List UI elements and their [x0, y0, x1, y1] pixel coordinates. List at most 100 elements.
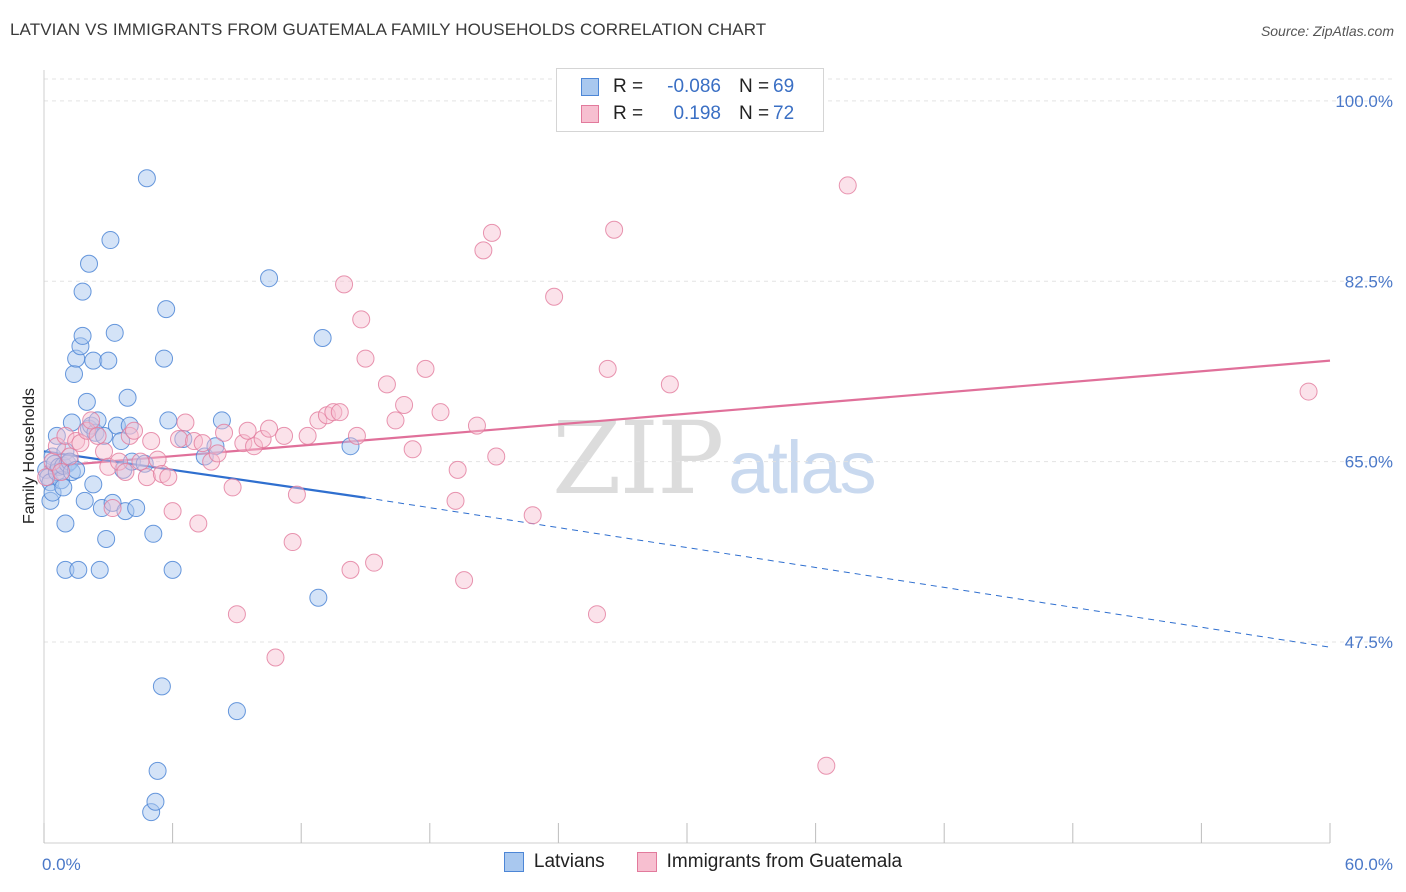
point-latvians	[152, 677, 171, 696]
point-guatemala	[324, 403, 343, 422]
point-guatemala	[356, 349, 375, 368]
trendline-latvians-extension	[365, 497, 1331, 648]
correlation-legend: R = -0.086 N = 69 R = 0.198 N = 72	[556, 68, 824, 132]
point-guatemala	[377, 375, 396, 394]
point-guatemala	[403, 440, 422, 459]
point-guatemala	[131, 452, 150, 471]
point-latvians	[77, 392, 96, 411]
point-guatemala	[103, 499, 122, 518]
point-latvians	[101, 231, 120, 250]
point-guatemala	[227, 605, 246, 624]
point-latvians	[73, 282, 92, 301]
point-guatemala	[838, 176, 857, 195]
legend-r-value: -0.086	[667, 76, 721, 97]
point-guatemala	[335, 275, 354, 294]
guatemala-legend-swatch	[636, 852, 657, 872]
point-latvians	[90, 560, 109, 579]
point-guatemala	[238, 421, 257, 440]
point-latvians	[309, 588, 328, 607]
point-guatemala	[431, 403, 450, 422]
legend-row-latvians: R = -0.086 N = 69	[581, 74, 794, 100]
legend-r-value: 0.198	[673, 103, 721, 124]
point-guatemala	[352, 310, 371, 329]
point-latvians	[80, 254, 99, 273]
source-label: Source: ZipAtlas.com	[1260, 23, 1394, 39]
watermark: ZIPatlas	[552, 400, 877, 517]
legend-n-label: N =	[739, 76, 770, 97]
legend-r-label: R =	[613, 103, 644, 124]
point-guatemala	[448, 460, 467, 479]
guatemala-swatch	[581, 105, 599, 123]
axes	[43, 70, 1331, 844]
point-guatemala	[77, 421, 96, 440]
point-latvians	[163, 560, 182, 579]
legend-row-guatemala: R = 0.198 N = 72	[581, 101, 794, 127]
series-guatemala	[37, 176, 1318, 775]
point-latvians	[103, 493, 122, 512]
point-guatemala	[266, 648, 285, 667]
point-latvians	[157, 300, 176, 319]
point-guatemala	[208, 444, 227, 463]
point-latvians	[105, 323, 124, 342]
point-latvians	[148, 761, 167, 780]
y-tick-label: 82.5%	[1345, 272, 1393, 291]
point-guatemala	[386, 411, 405, 430]
point-guatemala	[260, 419, 279, 438]
point-latvians	[69, 560, 88, 579]
legend-r-label: R =	[613, 76, 644, 97]
point-guatemala	[817, 756, 836, 775]
y-tick-label: 100.0%	[1335, 92, 1393, 111]
point-latvians	[65, 365, 84, 384]
grid-lines	[44, 78, 1394, 643]
point-guatemala	[82, 411, 101, 430]
point-latvians	[341, 437, 360, 456]
point-guatemala	[99, 457, 118, 476]
point-guatemala	[416, 359, 435, 378]
point-latvians	[118, 388, 137, 407]
y-tick-label: 65.0%	[1345, 453, 1393, 472]
chart-title: LATVIAN VS IMMIGRANTS FROM GUATEMALA FAM…	[10, 20, 767, 39]
point-guatemala	[125, 421, 144, 440]
point-latvians	[75, 491, 94, 510]
point-guatemala	[309, 411, 328, 430]
point-guatemala	[330, 403, 349, 422]
trend-lines	[43, 359, 1331, 648]
point-guatemala	[137, 468, 156, 487]
point-latvians	[73, 326, 92, 345]
point-guatemala	[37, 468, 56, 487]
point-guatemala	[587, 605, 606, 624]
point-guatemala	[176, 413, 195, 432]
latvians-legend-swatch	[503, 852, 524, 872]
point-guatemala	[298, 426, 317, 445]
latvians-swatch	[581, 78, 599, 96]
point-guatemala	[474, 241, 493, 260]
point-guatemala	[487, 447, 506, 466]
point-guatemala	[395, 395, 414, 414]
legend-n-value: 72	[773, 103, 795, 124]
point-latvians	[112, 432, 131, 451]
point-guatemala	[142, 432, 161, 451]
point-latvians	[99, 351, 118, 370]
legend-item-guatemala: Immigrants from Guatemala	[636, 851, 903, 873]
series-latvians	[37, 169, 360, 822]
point-guatemala	[365, 553, 384, 572]
point-guatemala	[170, 429, 189, 448]
point-guatemala	[523, 506, 542, 525]
point-guatemala	[660, 375, 679, 394]
point-latvians	[54, 478, 73, 497]
point-guatemala	[163, 502, 182, 521]
point-guatemala	[88, 426, 107, 445]
point-guatemala	[455, 571, 474, 590]
point-latvians	[84, 351, 103, 370]
point-guatemala	[215, 423, 234, 442]
point-guatemala	[60, 447, 79, 466]
point-guatemala	[52, 462, 71, 481]
point-guatemala	[341, 560, 360, 579]
watermark-atlas: atlas	[728, 426, 876, 509]
legend-label-guatemala: Immigrants from Guatemala	[666, 851, 903, 872]
trendline-guatemala	[43, 359, 1331, 468]
point-guatemala	[159, 468, 178, 487]
point-latvians	[144, 524, 163, 543]
point-latvians	[313, 328, 332, 347]
